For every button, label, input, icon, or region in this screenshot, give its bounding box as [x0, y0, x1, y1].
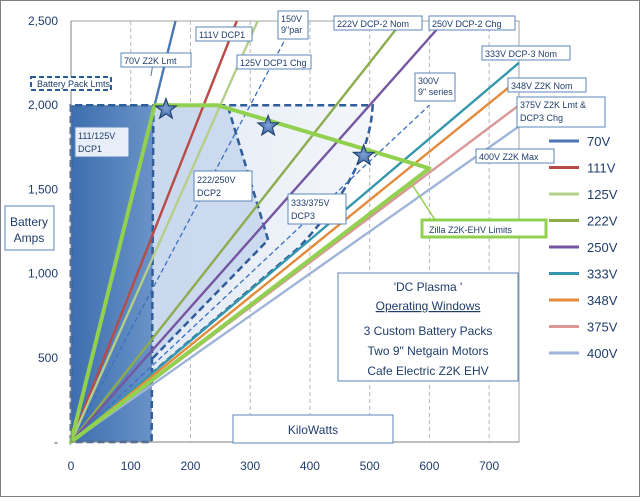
callout-111v: 111V DCP1	[195, 26, 253, 42]
annotations: 70V Z2K Lmt 111V DCP1 150V 9"par 125V DCP…	[120, 10, 606, 164]
annotation-text: 400V Z2K Max	[479, 152, 539, 162]
annotation-text: 375V Z2K Lmt & DCP3 Chg	[520, 100, 586, 123]
callout-70v: 70V Z2K Lmt	[120, 52, 192, 77]
x-tick-label: 200	[180, 459, 200, 473]
annotation-text: 150V 9"par	[281, 14, 302, 35]
window-label-dcp1: 111/125V DCP1	[74, 126, 130, 158]
legend-label: 125V	[587, 187, 618, 202]
y-tick-label: 2,000	[28, 98, 58, 112]
callout-250v: 250V DCP-2 Chg	[428, 15, 516, 31]
zilla-limit-polygon	[69, 103, 432, 444]
annotation-text: 348V Z2K Nom	[511, 81, 573, 91]
annotation-text: 222V DCP-2 Nom	[337, 19, 409, 29]
series-line	[70, 61, 520, 443]
legend-label: 333V	[587, 267, 618, 282]
annotation-text: 125V DCP1 Chg	[240, 58, 307, 68]
window-label-text: 222/250V DCP2	[197, 175, 236, 198]
battery-pack-limits-label: Battery Pack Lmts	[30, 76, 112, 91]
operating-points	[154, 96, 376, 166]
callout-333v: 333V DCP-3 Nom	[481, 45, 571, 61]
callout-400v: 400V Z2K Max	[475, 148, 555, 164]
y-axis-title-text: Battery Amps	[10, 215, 48, 245]
operating-point-star	[154, 96, 178, 120]
info-line: 'DC Plasma '	[394, 280, 463, 294]
series-line	[70, 20, 404, 443]
callout-300v: 300V 9" series	[414, 72, 456, 102]
tick-labels: 0 100 200 300 400 500 600 700 - 500 1,000 1,500 2,00…	[28, 14, 499, 473]
callout-348v: 348V Z2K Nom	[507, 77, 587, 93]
window-label-dcp3: 333/375V DCP3	[287, 193, 347, 225]
annotation-text: 300V 9" series	[418, 76, 453, 97]
zilla-limits	[69, 103, 432, 444]
y-tick-label: 2,500	[28, 14, 58, 28]
legend-label: 348V	[587, 293, 618, 308]
x-tick-label: 500	[360, 459, 380, 473]
x-tick-label: 100	[121, 459, 141, 473]
y-tick-label: 500	[38, 351, 58, 365]
battery-pack-limits-text: Battery Pack Lmts	[37, 79, 111, 89]
operating-point-star	[351, 143, 376, 166]
callout-375v: 375V Z2K Lmt & DCP3 Chg	[516, 96, 606, 128]
legend-label: 111V	[587, 161, 616, 176]
annotation-text: 333V DCP-3 Nom	[485, 49, 557, 59]
legend-label: 222V	[587, 214, 618, 229]
x-axis-title: KiloWatts	[232, 414, 394, 444]
y-tick-label: -	[54, 435, 58, 449]
info-line: Two 9" Netgain Motors	[368, 344, 489, 358]
info-line: Cafe Electric Z2K EHV	[367, 364, 488, 378]
legend-label: 70V	[587, 134, 610, 149]
legend-label: 250V	[587, 240, 618, 255]
window-label-dcp2: 222/250V DCP2	[193, 170, 253, 202]
callout-150v: 150V 9"par	[277, 10, 309, 40]
series-line	[70, 20, 446, 443]
info-line: Operating Windows	[376, 299, 481, 313]
info-box: 'DC Plasma ' Operating Windows 3 Custom …	[337, 272, 519, 382]
annotation-text: 250V DCP-2 Chg	[432, 19, 502, 29]
x-tick-label: 600	[419, 459, 439, 473]
y-axis-title: Battery Amps	[4, 205, 55, 251]
annotation-text: 111V DCP1	[199, 30, 245, 40]
window-label-text: 333/375V DCP3	[291, 198, 330, 221]
zilla-limits-label: Zilla Z2K-EHV Limits	[410, 182, 548, 239]
y-tick-label: 1,500	[28, 182, 58, 196]
x-axis-title-text: KiloWatts	[288, 423, 338, 437]
annotation-text: 70V Z2K Lmt	[124, 56, 177, 66]
x-tick-label: 700	[479, 459, 499, 473]
x-tick-label: 0	[68, 459, 75, 473]
legend-label: 375V	[587, 320, 618, 335]
legend-label: 400V	[587, 346, 618, 361]
operating-point-star	[256, 113, 281, 137]
window-label-text: 111/125V DCP1	[78, 131, 115, 154]
x-tick-label: 400	[300, 459, 320, 473]
y-tick-label: 1,000	[28, 267, 58, 281]
series-line	[69, 20, 238, 443]
zilla-limits-text: Zilla Z2K-EHV Limits	[429, 225, 513, 235]
callout-222v: 222V DCP-2 Nom	[333, 15, 423, 31]
series-line	[69, 20, 259, 443]
legend: 70V 111V 125V 222V 250V 333V 348V 375V 400V	[549, 134, 618, 361]
callout-125v: 125V DCP1 Chg	[236, 54, 312, 70]
series-line	[70, 78, 520, 443]
series-line	[70, 125, 520, 443]
x-tick-label: 300	[240, 459, 260, 473]
info-line: 3 Custom Battery Packs	[364, 324, 493, 338]
